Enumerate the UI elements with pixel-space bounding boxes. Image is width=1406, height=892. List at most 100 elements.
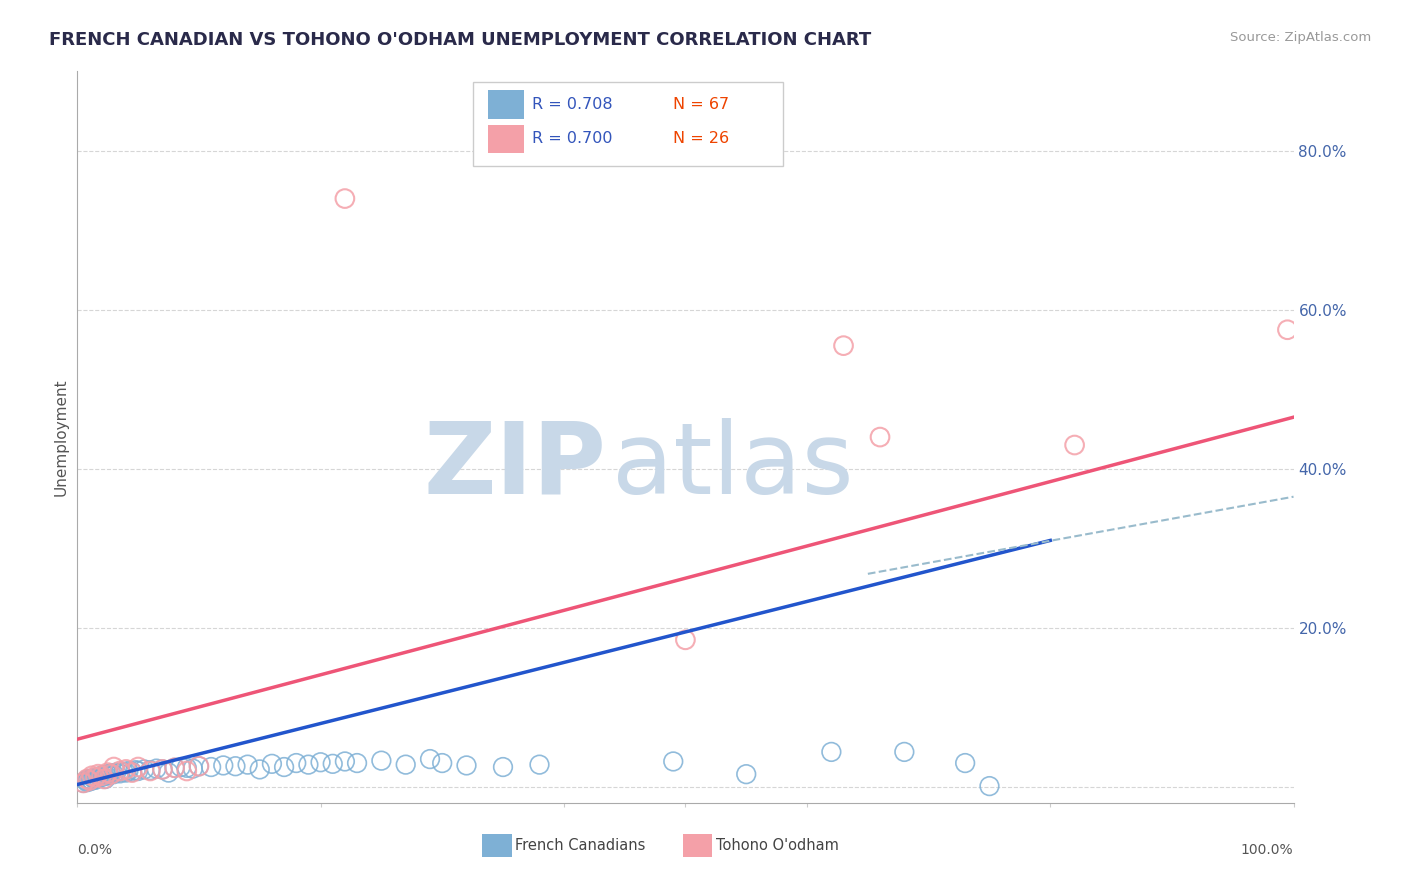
Text: FRENCH CANADIAN VS TOHONO O'ODHAM UNEMPLOYMENT CORRELATION CHART: FRENCH CANADIAN VS TOHONO O'ODHAM UNEMPL… bbox=[49, 31, 872, 49]
Point bbox=[176, 761, 198, 775]
Point bbox=[1063, 438, 1085, 452]
Point bbox=[87, 767, 110, 781]
Point bbox=[84, 772, 107, 787]
Point bbox=[125, 763, 148, 777]
Point bbox=[492, 760, 515, 774]
Point bbox=[79, 774, 101, 789]
Point bbox=[100, 767, 122, 781]
Point bbox=[115, 763, 138, 777]
Text: Source: ZipAtlas.com: Source: ZipAtlas.com bbox=[1230, 31, 1371, 45]
Text: R = 0.708: R = 0.708 bbox=[533, 96, 613, 112]
Point bbox=[170, 760, 193, 774]
Text: N = 67: N = 67 bbox=[673, 96, 730, 112]
Point bbox=[93, 768, 115, 782]
Point bbox=[103, 767, 125, 781]
Point bbox=[97, 765, 120, 780]
Point bbox=[333, 192, 356, 206]
FancyBboxPatch shape bbox=[472, 82, 783, 167]
Point bbox=[953, 756, 976, 770]
Point bbox=[152, 763, 174, 777]
Point bbox=[273, 760, 295, 774]
Point bbox=[139, 763, 162, 777]
Point bbox=[77, 772, 100, 786]
Point bbox=[224, 759, 246, 773]
Point bbox=[83, 772, 105, 786]
Text: French Canadians: French Canadians bbox=[515, 838, 645, 853]
Point bbox=[152, 763, 174, 777]
Y-axis label: Unemployment: Unemployment bbox=[53, 378, 69, 496]
FancyBboxPatch shape bbox=[683, 833, 713, 857]
Point bbox=[100, 766, 122, 780]
Point bbox=[249, 763, 271, 777]
Text: 0.0%: 0.0% bbox=[77, 843, 112, 857]
Point bbox=[979, 779, 1001, 793]
Text: 100.0%: 100.0% bbox=[1241, 843, 1294, 857]
Text: atlas: atlas bbox=[613, 417, 853, 515]
Point bbox=[97, 768, 120, 782]
Text: R = 0.700: R = 0.700 bbox=[533, 131, 613, 146]
Point bbox=[456, 758, 478, 772]
Point bbox=[127, 764, 149, 778]
Point bbox=[188, 759, 211, 773]
Point bbox=[260, 756, 283, 771]
Point bbox=[121, 764, 143, 779]
Text: Tohono O'odham: Tohono O'odham bbox=[716, 838, 839, 853]
Text: N = 26: N = 26 bbox=[673, 131, 730, 146]
Point bbox=[72, 776, 94, 790]
Point bbox=[188, 759, 211, 773]
Point bbox=[96, 769, 118, 783]
Point bbox=[97, 767, 120, 781]
Point bbox=[108, 764, 131, 778]
Point bbox=[200, 760, 222, 774]
Point bbox=[79, 773, 101, 788]
Text: ZIP: ZIP bbox=[423, 417, 606, 515]
Point bbox=[117, 764, 139, 778]
Point bbox=[72, 776, 94, 790]
Point bbox=[80, 773, 103, 788]
Point bbox=[236, 757, 259, 772]
Point bbox=[84, 770, 107, 784]
Point bbox=[212, 758, 235, 772]
Point bbox=[108, 766, 131, 780]
Point bbox=[675, 632, 697, 647]
Point bbox=[90, 769, 112, 783]
Point bbox=[157, 765, 180, 780]
Point bbox=[89, 770, 111, 784]
Point bbox=[82, 771, 104, 785]
Point bbox=[430, 756, 453, 770]
Point bbox=[820, 745, 842, 759]
Point bbox=[105, 765, 128, 780]
Point bbox=[115, 765, 138, 780]
Point bbox=[76, 775, 98, 789]
FancyBboxPatch shape bbox=[482, 833, 512, 857]
Point bbox=[419, 752, 441, 766]
Point bbox=[90, 769, 112, 783]
Point bbox=[370, 754, 392, 768]
Point bbox=[76, 772, 98, 786]
FancyBboxPatch shape bbox=[488, 125, 523, 153]
Point bbox=[145, 762, 167, 776]
Point bbox=[80, 772, 103, 787]
Point bbox=[333, 755, 356, 769]
Point bbox=[395, 757, 418, 772]
Point bbox=[86, 770, 108, 784]
Point bbox=[285, 756, 308, 770]
Point bbox=[89, 770, 111, 784]
Point bbox=[322, 756, 344, 771]
Point bbox=[80, 769, 103, 783]
Point bbox=[127, 760, 149, 774]
Point bbox=[93, 772, 115, 786]
Point bbox=[134, 763, 156, 777]
Point bbox=[309, 756, 332, 770]
Point bbox=[662, 755, 685, 769]
Point bbox=[297, 757, 319, 772]
Point bbox=[94, 772, 117, 786]
Point bbox=[103, 760, 125, 774]
Point bbox=[832, 338, 855, 352]
Point bbox=[163, 761, 186, 775]
Point bbox=[91, 770, 114, 784]
Point bbox=[346, 756, 368, 770]
Point bbox=[181, 762, 204, 776]
Point bbox=[163, 761, 186, 775]
Point bbox=[75, 773, 97, 788]
